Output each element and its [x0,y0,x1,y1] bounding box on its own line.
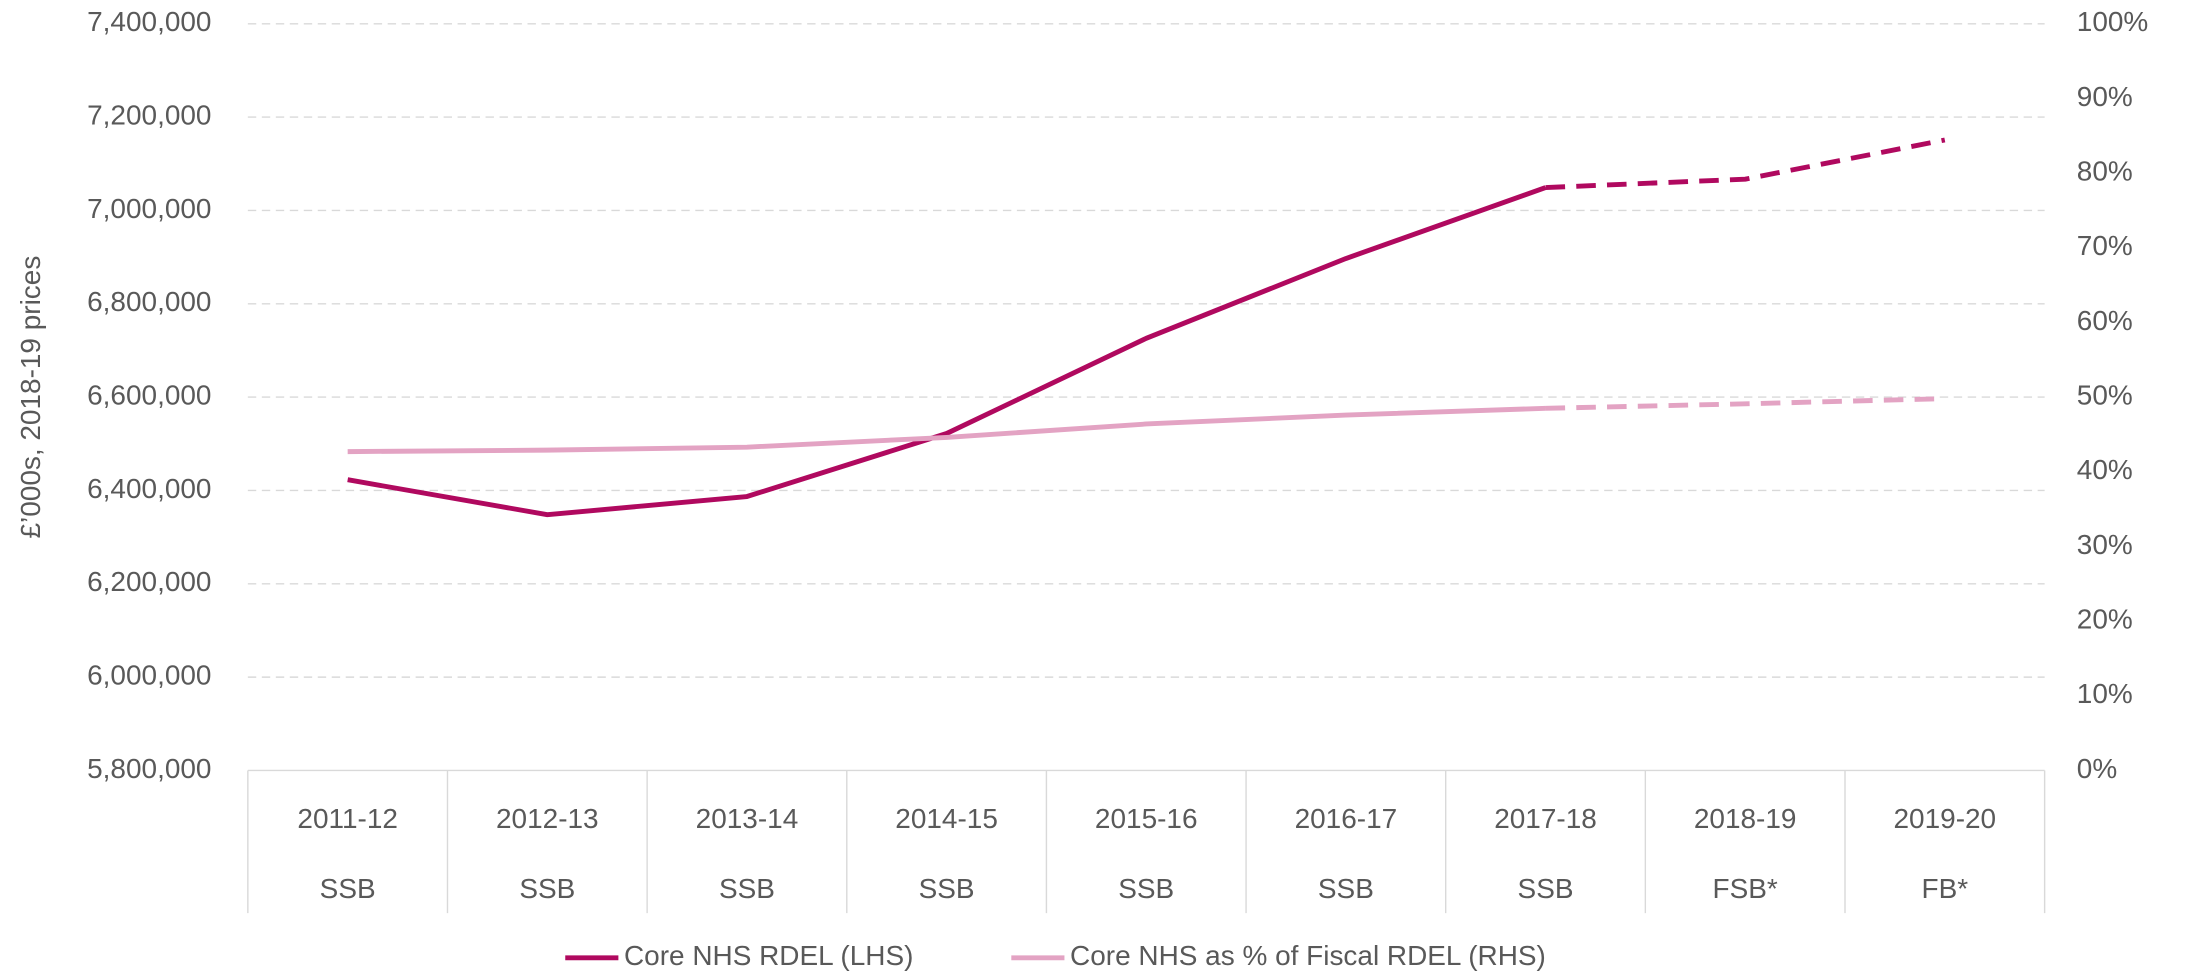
x-tick-label: 2014-15 [895,803,998,834]
x-tick-label: 2018-19 [1694,803,1797,834]
y-tick-label: 5,800,000 [87,753,211,784]
y-axis-label: £’000s, 2018-19 prices [15,256,46,539]
y-tick-label: 7,000,000 [87,193,211,224]
x-sublabel: SSB [719,873,775,904]
x-tick-label: 2011-12 [297,803,398,834]
y-tick-label: 6,200,000 [87,566,211,597]
x-sublabel: SSB [1118,873,1174,904]
y-tick-label: 7,400,000 [87,6,211,37]
series-line-dashed [1545,396,1945,411]
y-tick-label: 6,600,000 [87,380,211,411]
x-tick-label: 2017-18 [1494,803,1597,834]
y2-tick-label: 10% [2077,678,2133,709]
series-line [347,185,1547,518]
x-sublabel: SSB [1318,873,1374,904]
x-sublabel: SSB [519,873,575,904]
y2-tick-label: 70% [2077,230,2133,261]
x-sublabel: FSB* [1713,873,1778,904]
x-sublabel: FB* [1922,873,1969,904]
y2-tick-label: 90% [2077,81,2133,112]
y-tick-label: 6,000,000 [87,660,211,691]
x-tick-label: 2016-17 [1295,803,1398,834]
x-sublabel: SSB [919,873,975,904]
y2-tick-label: 80% [2077,155,2133,186]
legend-label: Core NHS RDEL (LHS) [624,940,913,971]
y2-tick-label: 40% [2077,454,2133,485]
y2-tick-label: 100% [2077,6,2149,37]
y-tick-label: 7,200,000 [87,99,211,130]
y-tick-label: 6,800,000 [87,286,211,317]
y2-tick-label: 0% [2077,753,2117,784]
y-tick-label: 6,400,000 [87,473,211,504]
x-sublabel: SSB [320,873,376,904]
series-line [347,405,1546,455]
x-sublabel: SSB [1518,873,1574,904]
x-tick-label: 2012-13 [496,803,599,834]
y2-tick-label: 60% [2077,305,2133,336]
series-line-dashed [1545,137,1946,191]
x-tick-label: 2019-20 [1894,803,1997,834]
x-tick-label: 2013-14 [696,803,799,834]
y2-tick-label: 30% [2077,529,2133,560]
y2-tick-label: 50% [2077,380,2133,411]
legend-label: Core NHS as % of Fiscal RDEL (RHS) [1070,940,1546,971]
x-tick-label: 2015-16 [1095,803,1198,834]
y2-tick-label: 20% [2077,604,2133,635]
